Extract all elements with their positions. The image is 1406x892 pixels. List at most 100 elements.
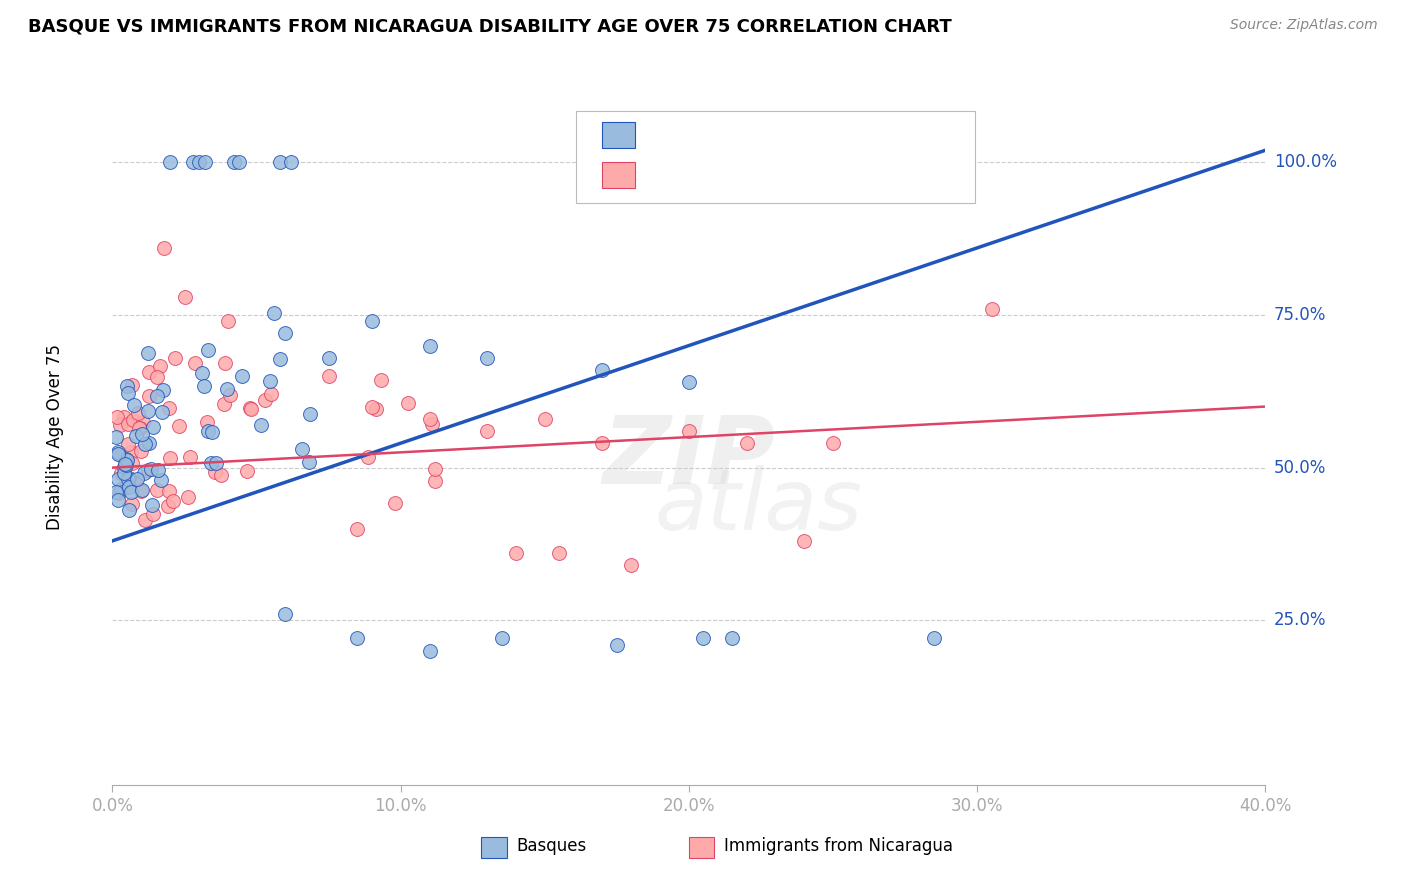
Point (157, 483, 180, 498)
Point (346, 522, 368, 536)
Point (419, 411, 441, 425)
Point (678, 375, 700, 389)
Point (177, 490, 200, 504)
Point (157, 401, 180, 415)
Point (249, 417, 271, 432)
Point (239, 401, 262, 416)
Point (129, 421, 152, 435)
Point (142, 508, 165, 522)
Point (212, 397, 235, 411)
Point (117, 472, 139, 486)
Point (191, 366, 214, 380)
Point (491, 632, 513, 646)
Point (115, 452, 138, 467)
Point (188, 155, 211, 169)
Point (209, 468, 232, 483)
Point (620, 558, 643, 573)
Text: N = 77: N = 77 (793, 126, 860, 145)
Point (360, 400, 382, 414)
Text: Immigrants from Nicaragua: Immigrants from Nicaragua (724, 838, 952, 855)
Point (423, 474, 446, 488)
Point (105, 485, 128, 500)
Point (122, 413, 145, 427)
Point (922, 632, 945, 646)
Point (231, 369, 253, 384)
Point (105, 409, 128, 424)
Point (125, 429, 148, 443)
Point (120, 484, 142, 499)
Point (108, 447, 131, 461)
Point (125, 477, 148, 491)
Point (721, 632, 744, 646)
Point (131, 427, 153, 442)
Point (121, 497, 143, 511)
Text: N = 77: N = 77 (793, 166, 860, 184)
Point (145, 389, 167, 403)
Point (181, 155, 204, 169)
Point (173, 290, 195, 304)
Point (134, 436, 156, 450)
Point (108, 418, 131, 433)
Point (475, 351, 499, 365)
Point (420, 417, 443, 431)
Point (146, 369, 169, 384)
FancyBboxPatch shape (603, 122, 634, 148)
Text: ZIP: ZIP (603, 412, 775, 504)
Point (346, 632, 368, 646)
Point (200, 456, 222, 470)
Point (146, 483, 169, 498)
Point (104, 430, 127, 444)
Point (360, 314, 382, 328)
Point (204, 466, 226, 480)
Point (128, 421, 150, 435)
Point (195, 415, 218, 429)
Point (118, 480, 141, 494)
Point (197, 343, 219, 357)
Point (110, 482, 132, 496)
Point (115, 379, 138, 393)
Point (419, 643, 441, 657)
Text: Basques: Basques (516, 838, 586, 855)
Point (214, 356, 236, 370)
Point (821, 436, 844, 450)
Point (219, 388, 242, 402)
Point (197, 425, 219, 439)
Point (131, 415, 153, 429)
Point (419, 338, 441, 352)
Point (107, 472, 129, 486)
Point (260, 387, 283, 401)
Point (254, 392, 277, 407)
Point (121, 377, 143, 392)
Point (735, 436, 758, 450)
Point (193, 379, 215, 393)
FancyBboxPatch shape (603, 161, 634, 188)
Point (107, 445, 129, 459)
Point (163, 351, 186, 366)
Point (131, 483, 153, 498)
Point (205, 456, 228, 470)
Point (148, 463, 170, 477)
Text: 100.0%: 100.0% (1274, 153, 1337, 171)
Point (149, 473, 172, 487)
Text: BASQUE VS IMMIGRANTS FROM NICARAGUA DISABILITY AGE OVER 75 CORRELATION CHART: BASQUE VS IMMIGRANTS FROM NICARAGUA DISA… (28, 18, 952, 36)
Point (263, 305, 285, 319)
Point (150, 405, 173, 419)
Point (240, 402, 263, 417)
Point (125, 472, 148, 486)
Point (159, 155, 181, 169)
Point (370, 373, 392, 387)
Point (139, 461, 162, 475)
Point (136, 346, 159, 360)
Text: 25.0%: 25.0% (1274, 611, 1326, 629)
Point (980, 301, 1002, 316)
Point (280, 155, 302, 169)
Point (112, 460, 135, 475)
Point (127, 406, 149, 420)
FancyBboxPatch shape (576, 112, 974, 202)
Point (107, 486, 129, 500)
Point (122, 475, 145, 489)
Point (534, 411, 557, 425)
Point (152, 384, 174, 398)
Point (114, 457, 136, 471)
Text: Source: ZipAtlas.com: Source: ZipAtlas.com (1230, 18, 1378, 32)
